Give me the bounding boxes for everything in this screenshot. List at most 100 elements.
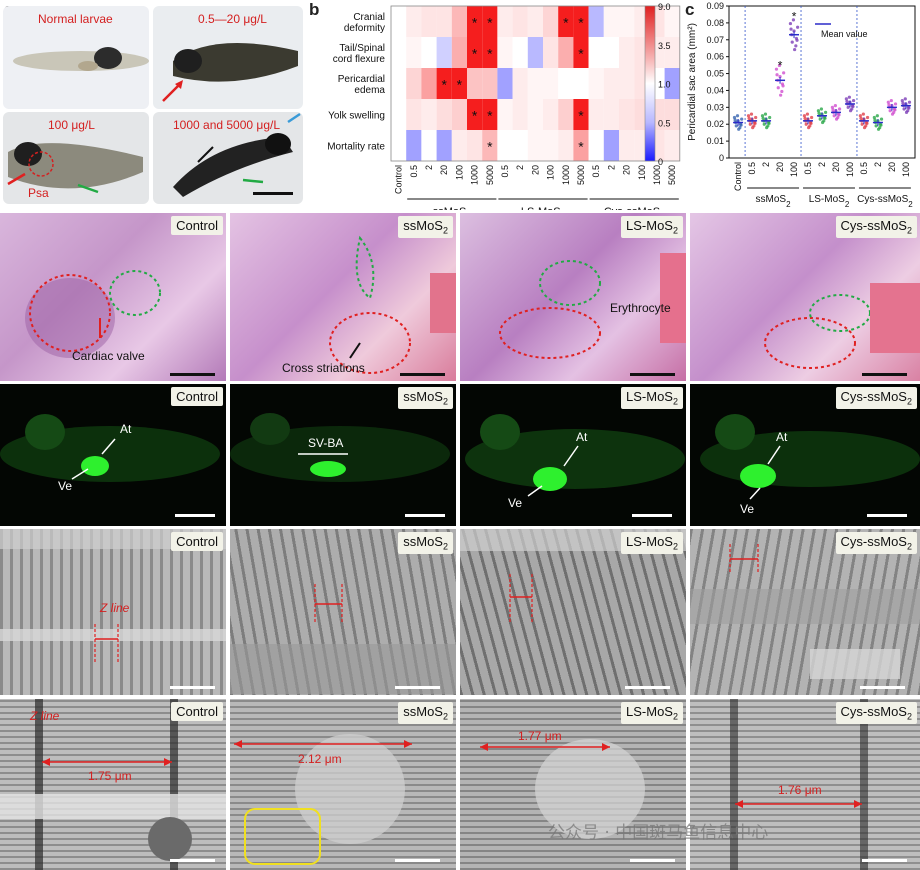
tem-low-control: Control Z line xyxy=(0,529,226,695)
data-point xyxy=(780,89,784,94)
data-point xyxy=(794,44,798,48)
label-ve-2: Ve xyxy=(508,496,523,510)
heatmap-cell xyxy=(512,37,528,68)
data-point xyxy=(734,124,738,128)
data-point xyxy=(837,107,842,111)
x-tick-label: 20 xyxy=(887,162,897,172)
x-tick-label: Control xyxy=(733,162,743,191)
label-low-dose: 0.5—20 μg/L xyxy=(198,12,267,26)
heatmap-row-label: Yolk swelling xyxy=(328,111,385,122)
tag-f-ssmos2: ssMoS2 xyxy=(398,532,453,554)
heatmap-col-label: 0.5 xyxy=(409,165,419,178)
histology-ssmos2: ssMoS2 Cross striations xyxy=(230,213,456,381)
heatmap-cell xyxy=(391,130,407,161)
heatmap-cell xyxy=(436,6,452,37)
heatmap-cell xyxy=(603,130,619,161)
data-point xyxy=(807,126,811,130)
x-tick-label: 0.5 xyxy=(859,162,869,175)
data-point xyxy=(904,110,909,114)
data-point xyxy=(804,122,808,126)
heatmap-cell xyxy=(421,99,437,130)
data-point xyxy=(821,120,825,125)
heatmap-cell xyxy=(558,130,574,161)
heatmap-col-label: 5000 xyxy=(576,165,586,185)
measure-lsmos2: 1.77 μm xyxy=(518,729,562,743)
group-label: ssMoS2 xyxy=(756,194,792,209)
x-tick-label: 100 xyxy=(789,162,799,177)
heatmap-col-label: 0.5 xyxy=(591,165,601,178)
legend-label: Mean value xyxy=(821,29,868,39)
heatmap-cell xyxy=(619,68,635,99)
heatmap-cell xyxy=(467,99,483,130)
tag-cysssmos2: Cys-ssMoS2 xyxy=(835,216,917,238)
heatmap-col-label: 100 xyxy=(546,165,556,180)
heatmap-row-label: edema xyxy=(354,85,385,96)
heatmap-cell xyxy=(406,6,422,37)
tem-low-cysssmos2: Cys-ssMoS2 xyxy=(690,529,920,695)
data-point xyxy=(872,115,876,120)
data-point xyxy=(751,126,755,130)
data-point xyxy=(761,116,765,120)
panel-label-c: c xyxy=(685,0,695,19)
label-z-line: Z line xyxy=(100,601,130,615)
heatmap-group-label: ssMoS2 xyxy=(433,206,472,210)
tag-e-cysssmos2: Cys-ssMoS2 xyxy=(835,387,917,409)
heatmap-cell xyxy=(603,37,619,68)
group-label: LS-MoS2 xyxy=(809,194,850,209)
heatmap-col-label: 20 xyxy=(622,165,632,175)
heatmap-cell xyxy=(573,37,589,68)
measure-ssmos2: 2.12 μm xyxy=(298,752,342,766)
heatmap-cell xyxy=(558,68,574,99)
data-point xyxy=(782,71,786,75)
data-point xyxy=(851,104,855,109)
label-at-2: At xyxy=(576,430,588,444)
heatmap-cell xyxy=(588,37,604,68)
data-point xyxy=(824,110,828,114)
heatmap-cell xyxy=(664,37,680,68)
label-z-line-2: Z line xyxy=(30,709,60,723)
data-point xyxy=(865,115,870,120)
data-point xyxy=(781,84,785,88)
tag-e-ssmos2: ssMoS2 xyxy=(398,387,453,409)
y-tick-label: 0.01 xyxy=(706,136,724,146)
heatmap-cell xyxy=(588,6,604,37)
heatmap-cell xyxy=(436,99,452,130)
data-point xyxy=(907,100,912,104)
data-point xyxy=(900,98,904,103)
heatmap-cell xyxy=(497,130,513,161)
histology-control: Control Cardiac valve xyxy=(0,213,226,381)
data-point xyxy=(809,121,813,125)
heatmap-cell xyxy=(664,68,680,99)
heatmap-cell xyxy=(603,68,619,99)
heatmap-cell xyxy=(512,130,528,161)
heatmap-cell xyxy=(482,37,498,68)
heatmap-cell xyxy=(421,130,437,161)
data-point xyxy=(865,121,869,125)
heatmap-col-label: 2 xyxy=(424,165,434,170)
data-point xyxy=(876,127,881,131)
heatmap-cell xyxy=(619,130,635,161)
heatmap-star: * xyxy=(578,139,584,155)
y-tick-label: 0.05 xyxy=(706,69,724,79)
heatmap-cell xyxy=(482,68,498,99)
heatmap-cell xyxy=(482,99,498,130)
data-point xyxy=(774,67,779,71)
x-tick-label: 2 xyxy=(817,162,827,167)
tem-high-control: Control Z line 1.75 μm xyxy=(0,699,226,870)
x-tick-label: 100 xyxy=(845,162,855,177)
data-point xyxy=(874,124,878,128)
heatmap-cell xyxy=(391,6,407,37)
heatmap-cell xyxy=(619,99,635,130)
x-tick-label: 100 xyxy=(901,162,911,177)
data-point xyxy=(859,116,863,120)
heatmap-colorbar xyxy=(644,5,656,162)
data-point xyxy=(902,107,906,111)
data-point xyxy=(862,126,867,130)
tem-high-cysssmos2: Cys-ssMoS2 1.76 μm xyxy=(690,699,920,870)
data-point xyxy=(748,122,752,126)
heatmap-cell xyxy=(421,37,437,68)
heatmap-col-label: 100 xyxy=(637,165,647,180)
heatmap-cell xyxy=(497,68,513,99)
fluorescence-cysssmos2: Cys-ssMoS2 At Ve xyxy=(690,384,920,526)
heatmap-row-label: Cranial xyxy=(353,12,385,23)
